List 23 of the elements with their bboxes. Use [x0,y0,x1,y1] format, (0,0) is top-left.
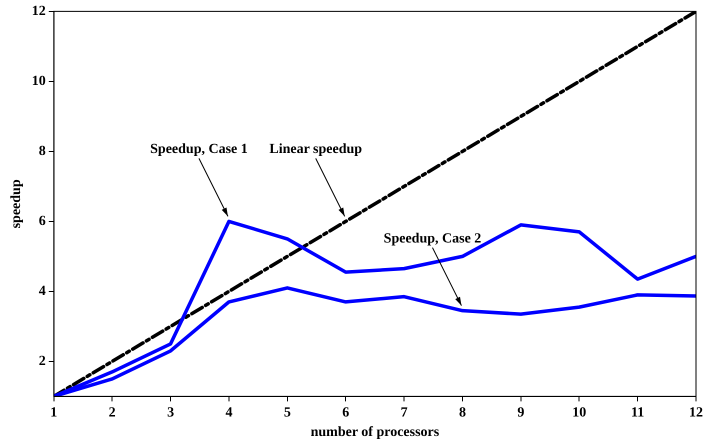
x-tick-label: 9 [517,405,524,420]
y-tick-label: 4 [38,284,46,300]
annotation: Speedup, Case 1 [150,142,248,158]
annotation: Linear speedup [269,142,362,158]
x-tick-label: 8 [458,405,466,420]
y-tick-label: 8 [38,144,46,160]
x-tick-label: 5 [284,405,291,420]
x-tick-label: 1 [50,405,58,420]
x-tick-label: 7 [400,405,408,420]
x-tick-label: 10 [572,405,586,420]
x-tick-label: 12 [689,405,703,420]
x-tick-label: 3 [167,405,174,420]
x-axis-title: number of processors [310,425,440,440]
x-tick-label: 2 [108,405,116,420]
y-tick-label: 10 [32,74,46,90]
y-tick-label: 6 [38,214,46,230]
x-tick-label: 4 [225,405,232,420]
y-tick-label: 12 [32,4,46,20]
annotation: Speedup, Case 2 [384,231,482,246]
x-tick-label: 11 [631,405,644,420]
x-tick-label: 6 [342,405,350,420]
y-tick-label: 2 [38,354,46,370]
y-axis-title: speedup [9,179,24,228]
